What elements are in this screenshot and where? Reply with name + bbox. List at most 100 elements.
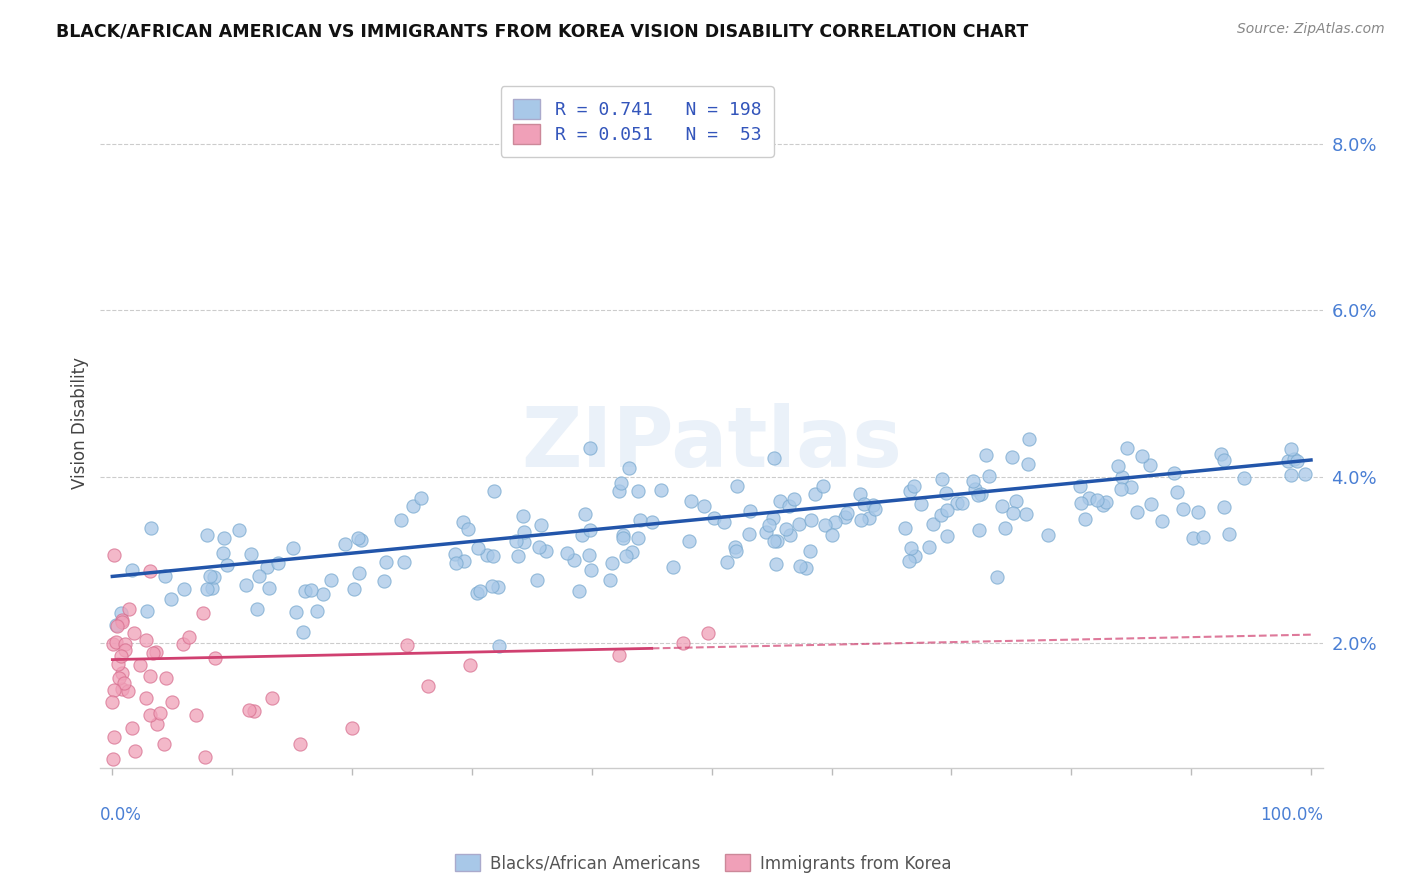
Point bbox=[641, 515, 664, 529]
Point bbox=[486, 581, 509, 595]
Point bbox=[409, 491, 432, 505]
Point bbox=[195, 582, 218, 596]
Point bbox=[299, 583, 322, 598]
Point bbox=[931, 508, 953, 522]
Point bbox=[672, 636, 695, 650]
Point bbox=[678, 533, 700, 548]
Point bbox=[800, 513, 823, 527]
Point bbox=[467, 541, 489, 556]
Point bbox=[135, 632, 157, 647]
Point bbox=[1074, 511, 1097, 525]
Point bbox=[963, 482, 986, 496]
Point bbox=[112, 675, 135, 690]
Point bbox=[813, 478, 835, 492]
Point bbox=[468, 584, 491, 599]
Point bbox=[396, 638, 419, 652]
Point bbox=[201, 582, 224, 596]
Point bbox=[267, 556, 290, 570]
Point bbox=[416, 679, 439, 693]
Point bbox=[108, 671, 131, 685]
Point bbox=[145, 645, 167, 659]
Point bbox=[986, 570, 1008, 584]
Point bbox=[139, 564, 162, 578]
Point bbox=[1002, 506, 1025, 520]
Point bbox=[693, 500, 716, 514]
Point bbox=[114, 637, 136, 651]
Point bbox=[903, 479, 925, 493]
Point bbox=[211, 546, 233, 560]
Point bbox=[121, 563, 143, 577]
Point bbox=[900, 541, 922, 555]
Point bbox=[789, 558, 811, 573]
Point bbox=[146, 717, 169, 731]
Point bbox=[197, 528, 219, 542]
Point bbox=[139, 668, 162, 682]
Point bbox=[121, 721, 143, 735]
Point bbox=[1173, 501, 1195, 516]
Point bbox=[122, 626, 145, 640]
Point bbox=[530, 518, 553, 533]
Point bbox=[1001, 450, 1024, 464]
Point bbox=[946, 496, 969, 510]
Point bbox=[612, 531, 634, 545]
Point bbox=[475, 548, 498, 562]
Point bbox=[340, 721, 363, 735]
Point bbox=[202, 570, 225, 584]
Point bbox=[394, 555, 416, 569]
Point bbox=[578, 548, 600, 562]
Point bbox=[783, 491, 806, 506]
Point bbox=[284, 605, 307, 619]
Point bbox=[235, 578, 257, 592]
Point bbox=[766, 533, 789, 548]
Point bbox=[444, 556, 467, 570]
Point bbox=[716, 555, 738, 569]
Point bbox=[762, 450, 785, 465]
Point bbox=[481, 579, 503, 593]
Point bbox=[319, 573, 342, 587]
Point bbox=[104, 618, 127, 632]
Point bbox=[967, 488, 990, 502]
Point bbox=[488, 639, 510, 653]
Point bbox=[609, 483, 631, 498]
Point bbox=[617, 460, 640, 475]
Point bbox=[288, 737, 311, 751]
Point bbox=[1132, 449, 1154, 463]
Point bbox=[779, 527, 801, 541]
Point bbox=[534, 544, 557, 558]
Point bbox=[1085, 492, 1108, 507]
Point bbox=[628, 513, 651, 527]
Point bbox=[1187, 505, 1209, 519]
Point bbox=[1091, 499, 1114, 513]
Point bbox=[257, 581, 280, 595]
Point bbox=[103, 682, 125, 697]
Point bbox=[1163, 466, 1185, 480]
Point bbox=[579, 523, 602, 537]
Point bbox=[260, 690, 283, 705]
Point bbox=[1078, 491, 1101, 506]
Point bbox=[1116, 441, 1139, 455]
Point bbox=[243, 704, 266, 718]
Point bbox=[350, 533, 373, 548]
Point bbox=[898, 484, 921, 499]
Point bbox=[738, 526, 761, 541]
Point bbox=[346, 531, 368, 545]
Point bbox=[555, 546, 578, 560]
Point bbox=[803, 486, 825, 500]
Point bbox=[110, 648, 132, 663]
Point bbox=[160, 695, 183, 709]
Point bbox=[212, 531, 235, 545]
Point bbox=[922, 516, 945, 531]
Point bbox=[1182, 532, 1205, 546]
Point bbox=[574, 507, 596, 521]
Point bbox=[247, 569, 270, 583]
Point bbox=[294, 584, 316, 599]
Point bbox=[173, 582, 195, 596]
Point bbox=[765, 557, 787, 571]
Point bbox=[600, 556, 623, 570]
Point bbox=[283, 541, 305, 555]
Point bbox=[117, 684, 139, 698]
Text: 0.0%: 0.0% bbox=[100, 805, 142, 823]
Point bbox=[1111, 470, 1133, 484]
Text: ZIPatlas: ZIPatlas bbox=[522, 403, 903, 483]
Point bbox=[111, 615, 134, 629]
